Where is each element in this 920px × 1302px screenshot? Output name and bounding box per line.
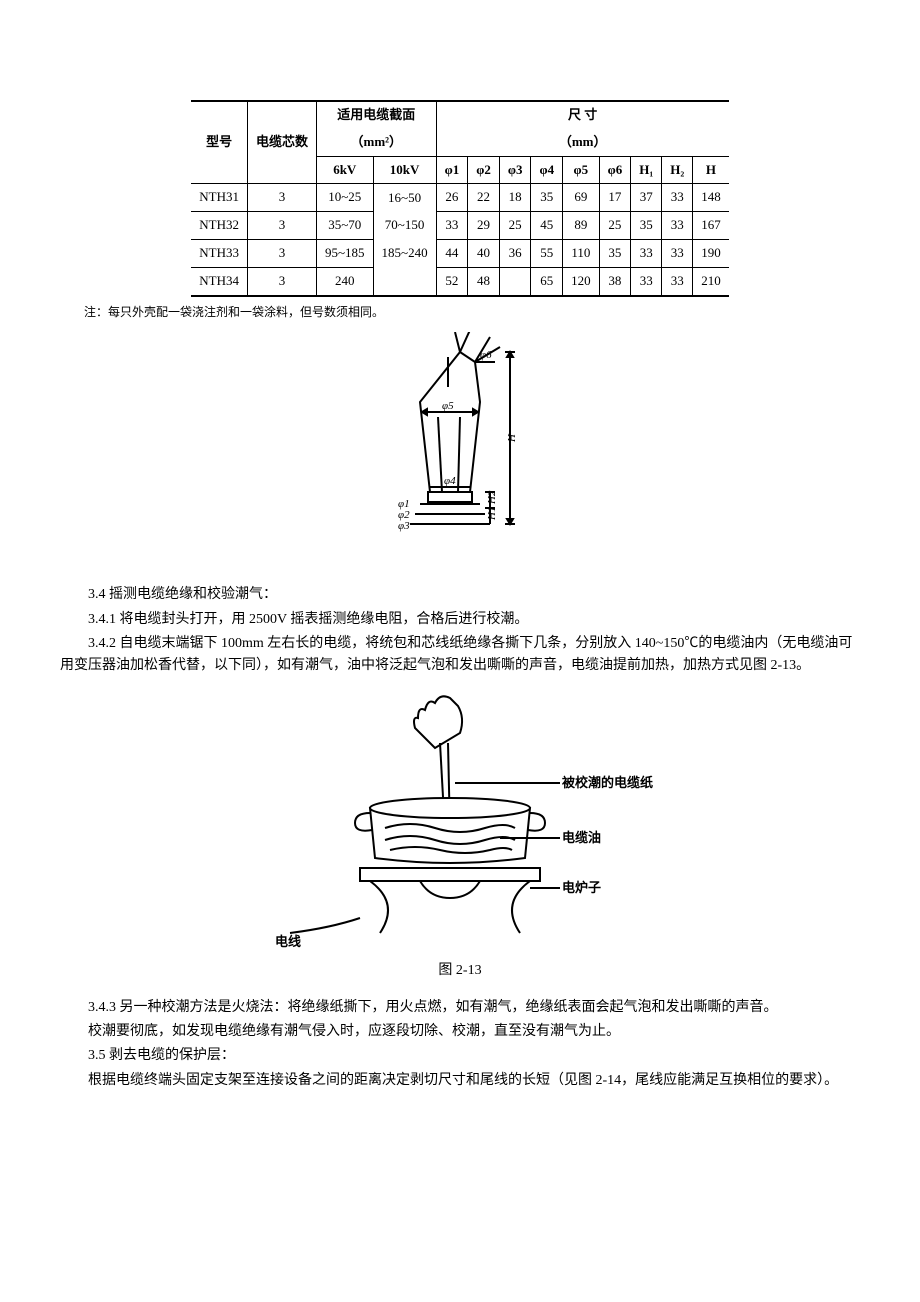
figure-2-13: 被校潮的电缆纸 电缆油 电炉子 电线 图 2-13 — [60, 688, 860, 983]
cell-phi5: 120 — [563, 267, 600, 295]
th-cores: 电缆芯数 — [247, 101, 316, 184]
cell-phi4: 45 — [531, 212, 563, 240]
cell-cores: 3 — [247, 239, 316, 267]
th-model: 型号 — [191, 101, 247, 184]
table-note: 注：每只外壳配一袋浇注剂和一袋涂料，但号数须相同。 — [84, 303, 860, 322]
cell-phi1: 52 — [436, 267, 468, 295]
cell-H1: 37 — [631, 184, 662, 212]
th-phi1: φ1 — [436, 156, 468, 184]
cell-phi4: 35 — [531, 184, 563, 212]
cell-H: 148 — [693, 184, 729, 212]
cell-phi3: 25 — [499, 212, 531, 240]
th-section-unit: （mm²） — [316, 129, 436, 156]
label-phi5: φ5 — [442, 400, 454, 412]
spec-table: 型号 电缆芯数 适用电缆截面 尺 寸 （mm²） （mm） 6kV 10kV φ… — [191, 100, 728, 297]
cell-H2: 33 — [662, 212, 693, 240]
cell-10kv-empty — [373, 267, 436, 295]
cell-H1: 33 — [631, 267, 662, 295]
label-phi4: φ4 — [444, 475, 456, 487]
label-H2: H2 — [486, 490, 498, 505]
cell-phi1: 33 — [436, 212, 468, 240]
table-row: NTH34 3 240 52 48 65 120 38 33 33 210 — [191, 267, 728, 295]
label-phi3: φ3 — [398, 520, 410, 532]
terminal-diagram-icon: φ5 φ4 φ1 φ2 φ3 φ6 H H1 H2 — [360, 332, 560, 562]
cell-phi3: 18 — [499, 184, 531, 212]
cell-6kv: 10~25 — [316, 184, 373, 212]
label-wire: 电线 — [275, 934, 301, 948]
th-phi2: φ2 — [468, 156, 500, 184]
cell-10kv-mid: 70~150 — [373, 212, 436, 240]
cell-6kv: 240 — [316, 267, 373, 295]
cell-H: 190 — [693, 239, 729, 267]
th-dim: 尺 寸 — [436, 101, 729, 129]
cell-phi6: 17 — [599, 184, 631, 212]
label-stove: 电炉子 — [562, 880, 601, 895]
cell-cores: 3 — [247, 184, 316, 212]
cell-phi3 — [499, 267, 531, 295]
section-3-5b: 根据电缆终端头固定支架至连接设备之间的距离决定剥切尺寸和尾线的长短（见图 2-1… — [60, 1070, 860, 1092]
th-H: H — [693, 156, 729, 184]
cell-10kv-bot: 185~240 — [373, 239, 436, 267]
table-row: NTH33 3 95~185 185~240 44 40 36 55 110 3… — [191, 239, 728, 267]
cell-phi6: 35 — [599, 239, 631, 267]
th-6kv: 6kV — [316, 156, 373, 184]
label-H: H — [506, 433, 518, 443]
table-row: NTH32 3 35~70 70~150 33 29 25 45 89 25 3… — [191, 212, 728, 240]
cell-phi5: 69 — [563, 184, 600, 212]
section-3-4: 3.4 摇测电缆绝缘和校验潮气： — [60, 584, 860, 606]
cell-phi1: 44 — [436, 239, 468, 267]
heating-diagram-icon: 被校潮的电缆纸 电缆油 电炉子 电线 — [250, 688, 670, 948]
th-H2: H₂ — [662, 156, 693, 184]
cell-phi2: 40 — [468, 239, 500, 267]
section-3-4-1: 3.4.1 将电缆封头打开，用 2500V 摇表摇测绝缘电阻，合格后进行校潮。 — [60, 609, 860, 631]
cell-phi6: 25 — [599, 212, 631, 240]
section-3-4-2: 3.4.2 自电缆末端锯下 100mm 左右长的电缆，将统包和芯线纸绝缘各撕下几… — [60, 633, 860, 678]
cell-phi2: 29 — [468, 212, 500, 240]
cell-phi6: 38 — [599, 267, 631, 295]
cell-H1: 33 — [631, 239, 662, 267]
section-3-4-3: 3.4.3 另一种校潮方法是火烧法：将绝缘纸撕下，用火点燃，如有潮气，绝缘纸表面… — [60, 997, 860, 1019]
th-dim-unit: （mm） — [436, 129, 729, 156]
cell-phi2: 48 — [468, 267, 500, 295]
th-phi6: φ6 — [599, 156, 631, 184]
label-paper: 被校潮的电缆纸 — [561, 775, 653, 790]
th-phi5: φ5 — [563, 156, 600, 184]
th-H1: H₁ — [631, 156, 662, 184]
cell-model: NTH34 — [191, 267, 247, 295]
cell-phi4: 65 — [531, 267, 563, 295]
th-phi3: φ3 — [499, 156, 531, 184]
cell-H: 210 — [693, 267, 729, 295]
cell-phi5: 89 — [563, 212, 600, 240]
section-3-5: 3.5 剥去电缆的保护层： — [60, 1045, 860, 1067]
cell-10kv-top: 16~50 — [373, 184, 436, 212]
th-10kv: 10kV — [373, 156, 436, 184]
cell-model: NTH32 — [191, 212, 247, 240]
cell-cores: 3 — [247, 267, 316, 295]
th-phi4: φ4 — [531, 156, 563, 184]
cell-H: 167 — [693, 212, 729, 240]
section-3-4-3b: 校潮要彻底，如发现电缆绝缘有潮气侵入时，应逐段切除、校潮，直至没有潮气为止。 — [60, 1021, 860, 1043]
cell-6kv: 95~185 — [316, 239, 373, 267]
cell-phi1: 26 — [436, 184, 468, 212]
figure-1: φ5 φ4 φ1 φ2 φ3 φ6 H H1 H2 — [60, 332, 860, 570]
label-H1: H1 — [486, 506, 498, 520]
cell-cores: 3 — [247, 212, 316, 240]
th-section: 适用电缆截面 — [316, 101, 436, 129]
cell-H2: 33 — [662, 184, 693, 212]
label-phi6: φ6 — [480, 349, 492, 361]
cell-H2: 33 — [662, 267, 693, 295]
label-oil: 电缆油 — [562, 830, 601, 845]
cell-phi5: 110 — [563, 239, 600, 267]
cell-phi2: 22 — [468, 184, 500, 212]
figure-2-13-caption: 图 2-13 — [60, 960, 860, 982]
cell-phi3: 36 — [499, 239, 531, 267]
cell-H2: 33 — [662, 239, 693, 267]
cell-H1: 35 — [631, 212, 662, 240]
cell-model: NTH31 — [191, 184, 247, 212]
cell-phi4: 55 — [531, 239, 563, 267]
cell-6kv: 35~70 — [316, 212, 373, 240]
cell-model: NTH33 — [191, 239, 247, 267]
table-row: NTH31 3 10~25 16~50 26 22 18 35 69 17 37… — [191, 184, 728, 212]
